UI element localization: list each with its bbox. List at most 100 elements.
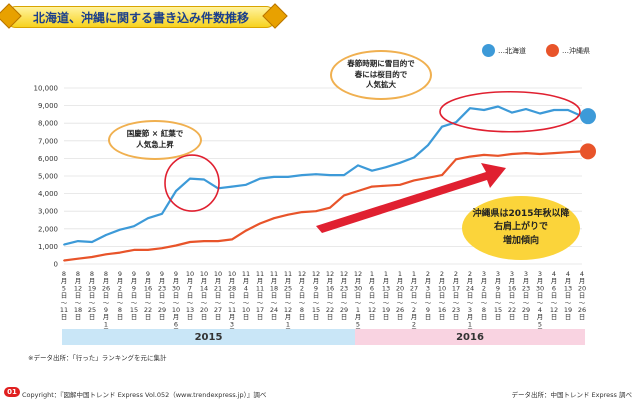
x-tick-label: 9 xyxy=(104,306,108,314)
x-tick-label: 月 xyxy=(383,277,390,285)
x-tick-label: 〜 xyxy=(201,299,208,307)
x-tick-label: 月 xyxy=(327,277,334,285)
x-tick-label: 4 xyxy=(566,270,570,278)
highlight-circle-autumn xyxy=(164,154,220,212)
x-tick-label: 23 xyxy=(522,284,530,292)
x-tick-label: 3 xyxy=(482,270,486,278)
year-band-2016: 2016 xyxy=(355,329,585,345)
x-tick-label: 4 xyxy=(552,270,556,278)
y-tick-label: 0 xyxy=(54,261,58,269)
legend-okinawa: …沖縄県 xyxy=(546,44,590,57)
x-tick-label: 19 xyxy=(564,306,572,314)
x-tick-label: 〜 xyxy=(383,299,390,307)
x-tick-label: 〜 xyxy=(257,299,264,307)
data-point-hokkaido xyxy=(371,169,373,172)
x-tick-label: 月 xyxy=(173,277,180,285)
x-tick-label: 日 xyxy=(257,292,264,300)
x-tick-label: 8 xyxy=(482,306,486,314)
x-tick-label: 29 xyxy=(158,306,166,314)
x-tick-label: 3 xyxy=(230,320,234,328)
data-point-hokkaido xyxy=(315,173,317,176)
x-tick-label: 5 xyxy=(356,320,360,328)
x-tick-label: 日 xyxy=(425,292,432,300)
x-tick-label: 月 xyxy=(341,277,348,285)
annotation-spring-festival-line-1: 春節時期に雪目的で xyxy=(347,58,415,68)
data-point-hokkaido xyxy=(567,109,569,111)
x-tick-label: 月 xyxy=(103,277,110,285)
x-tick-label: 〜 xyxy=(271,299,278,307)
x-tick-label: 月 xyxy=(439,277,446,285)
x-tick-label: 6 xyxy=(174,320,178,328)
x-tick-label: 11 xyxy=(284,270,292,278)
x-tick-label: 8 xyxy=(76,270,80,278)
x-tick-label: 日 xyxy=(369,292,376,300)
data-point-hokkaido xyxy=(287,175,289,178)
x-tick-label: 月 xyxy=(537,277,544,285)
x-tick-label: 12 xyxy=(74,284,82,292)
annotation-national-day-line-2: 人気急上昇 xyxy=(136,140,174,149)
x-tick-label: 27 xyxy=(410,284,418,292)
data-point-okinawa xyxy=(231,238,233,241)
x-tick-label: 4 xyxy=(580,270,584,278)
x-tick-label: 9 xyxy=(132,284,136,292)
x-tick-label: 日 xyxy=(397,313,404,321)
x-tick-label: 3 xyxy=(538,270,542,278)
x-tick-label: 10 xyxy=(200,270,208,278)
x-tick-label: 3 xyxy=(496,270,500,278)
x-tick-label: 2 xyxy=(412,306,416,314)
x-tick-label: 日 xyxy=(467,292,474,300)
x-tick-label: 23 xyxy=(452,306,460,314)
x-tick-label: 3 xyxy=(426,284,430,292)
data-point-okinawa xyxy=(175,244,177,247)
x-tick-label: 〜 xyxy=(145,299,152,307)
annotation-national-day: 国慶節 × 紅葉で 人気急上昇 xyxy=(108,120,202,160)
series-line-okinawa xyxy=(63,150,583,262)
x-tick-label: 日 xyxy=(299,313,306,321)
x-tick-label: 9 xyxy=(426,306,430,314)
x-tick-label: 29 xyxy=(340,306,348,314)
x-tick-label: 日 xyxy=(313,313,320,321)
highlight-circle-spring xyxy=(439,90,581,133)
x-tick-label: 日 xyxy=(383,292,390,300)
annotation-okinawa-trend-line-3: 増加傾向 xyxy=(502,235,539,246)
x-tick-label: 〜 xyxy=(89,299,96,307)
x-tick-label: 日 xyxy=(537,292,544,300)
x-tick-label: 日 xyxy=(551,313,558,321)
data-point-hokkaido xyxy=(385,166,387,169)
data-point-okinawa xyxy=(413,179,415,182)
data-point-hokkaido xyxy=(343,174,345,177)
x-tick-label: 〜 xyxy=(481,299,488,307)
x-tick-label: 月 xyxy=(173,313,180,321)
x-tick-label: 日 xyxy=(341,292,348,300)
x-tick-label: 月 xyxy=(411,313,418,321)
x-tick-label: 月 xyxy=(131,277,138,285)
data-point-hokkaido xyxy=(105,234,107,236)
data-point-okinawa xyxy=(525,152,527,155)
x-tick-label: 8 xyxy=(62,270,66,278)
x-tick-label: 日 xyxy=(327,292,334,300)
x-tick-label: 2 xyxy=(426,270,430,278)
data-point-hokkaido xyxy=(539,112,541,115)
x-tick-label: 〜 xyxy=(537,299,544,307)
x-tick-label: 〜 xyxy=(243,299,250,307)
x-tick-label: 11 xyxy=(256,270,264,278)
x-tick-label: 16 xyxy=(508,284,516,292)
data-point-okinawa xyxy=(497,154,499,157)
x-tick-label: 9 xyxy=(160,270,164,278)
x-tick-label: 日 xyxy=(579,313,586,321)
data-point-hokkaido xyxy=(329,174,331,177)
x-tick-label: 日 xyxy=(89,292,96,300)
data-point-hokkaido xyxy=(63,243,65,246)
x-tick-label: 〜 xyxy=(369,299,376,307)
x-tick-label: 月 xyxy=(453,277,460,285)
data-point-okinawa xyxy=(371,185,373,188)
x-tick-label: 〜 xyxy=(327,299,334,307)
data-point-hokkaido xyxy=(91,241,93,243)
data-point-okinawa xyxy=(511,153,513,155)
x-tick-label: 29 xyxy=(522,306,530,314)
x-tick-label: 18 xyxy=(270,284,278,292)
x-tick-label: 月 xyxy=(467,313,474,321)
x-tick-label: 日 xyxy=(369,313,376,321)
x-tick-label: 月 xyxy=(75,277,82,285)
x-tick-label: 〜 xyxy=(411,299,418,307)
